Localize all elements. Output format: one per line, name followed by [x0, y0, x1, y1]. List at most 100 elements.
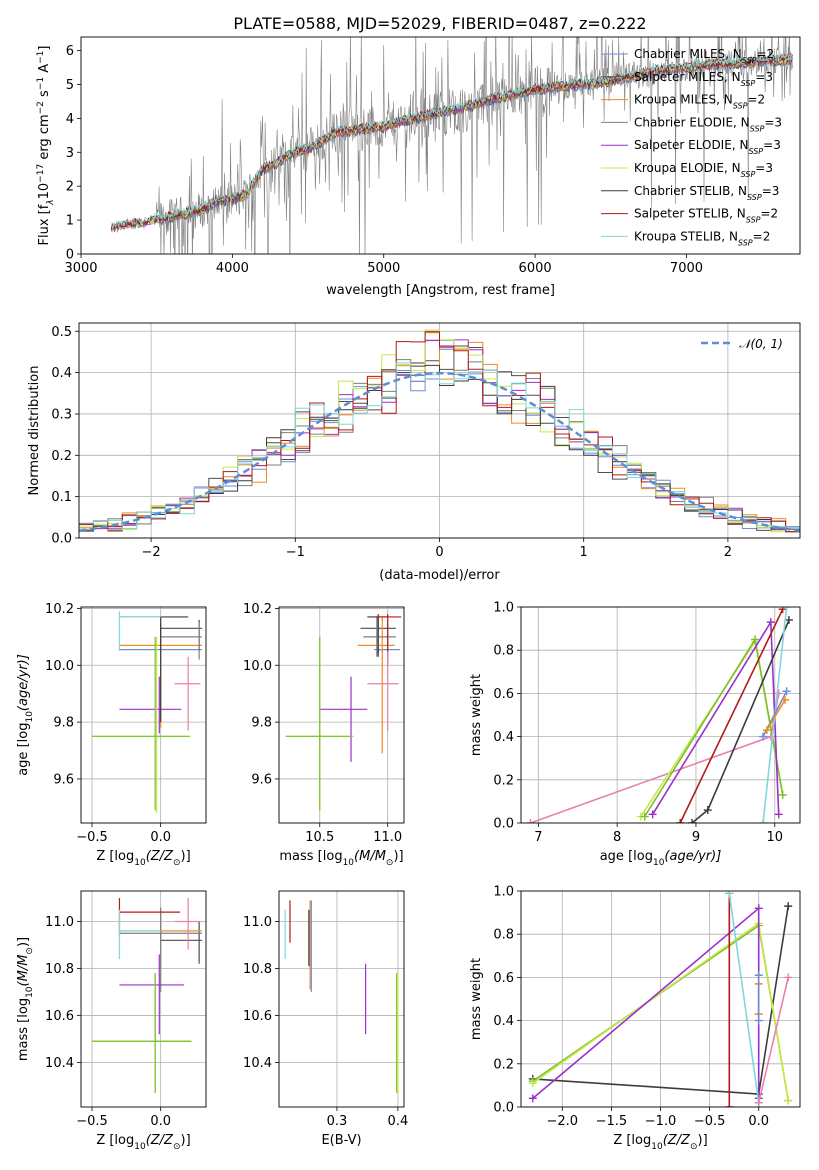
mass-weight-marker	[778, 790, 787, 799]
y-axis-label: Flux [fλ10−17 erg cm−2 s−1 A−1]	[36, 46, 56, 246]
x-tick-label: −2.0	[546, 1114, 578, 1129]
label-part: (M/M	[16, 955, 31, 987]
legend-entry: Chabrier MILES, NSSP=2	[634, 47, 774, 65]
y-tick-label: 9.8	[251, 716, 272, 731]
y-tick-label: 0.0	[493, 817, 514, 832]
label-part: A	[37, 64, 52, 77]
plot-area	[81, 891, 206, 1107]
mass-weight-marker	[784, 615, 793, 624]
label-part: ELODIE	[688, 138, 732, 152]
label-part: age [log	[600, 849, 653, 864]
legend-entry: Salpeter ELODIE, NSSP=3	[634, 138, 781, 156]
legend-eq: =	[762, 184, 772, 198]
y-tick-label: 0.8	[493, 928, 514, 943]
x-tick-label: 3000	[64, 261, 97, 276]
label-part: (Z/Z	[146, 849, 174, 864]
label-part: STELIB	[689, 184, 730, 198]
mass-weight-marker	[774, 810, 783, 819]
y-tick-label: 10.8	[243, 962, 272, 977]
normal-distribution-curve	[79, 371, 800, 533]
mass-weight-marker	[754, 971, 763, 980]
legend-entry: Kroupa ELODIE, NSSP=3	[634, 161, 773, 179]
x-tick-label: 4000	[216, 261, 249, 276]
label-part: E(B-V)	[321, 1133, 361, 1148]
x-tick-label: 10.5	[305, 830, 334, 845]
mass-weight-marker	[784, 902, 793, 911]
residual-histogram-panel: −2 −1 0 1 2 0.0 0.1 0.2 0.3 0.4 0.5 𝒩(0, 1) (data-mo…	[27, 322, 801, 583]
marks-layer	[79, 329, 800, 533]
label-part: )]	[698, 1133, 708, 1148]
x-tick-label: 10	[767, 830, 784, 845]
label-part: 10	[25, 711, 35, 723]
mass-weight-line	[651, 619, 780, 815]
label-part: Salpeter	[634, 70, 684, 84]
y-axis-label: mass weight	[469, 674, 484, 756]
x-tick-label: 0.4	[388, 1114, 409, 1129]
mass-weight-line	[728, 893, 760, 1103]
axes-frame	[80, 890, 207, 1108]
label-part: ⊙	[386, 858, 394, 868]
figure-title: PLATE=0588, MJD=52029, FIBERID=0487, z=0…	[233, 14, 646, 33]
label-part: Chabrier	[634, 47, 686, 61]
label-part: N	[737, 207, 746, 221]
mass-weight-marker	[782, 607, 791, 611]
label-part: Z [log	[613, 1133, 651, 1148]
y-axis-label: Normed distribution	[27, 366, 42, 496]
plot-area	[521, 607, 800, 823]
x-tick-label: 0	[435, 545, 443, 560]
x-axis-label: Z [log10(Z/Z⊙)]	[96, 1133, 190, 1152]
x-tick-label: 1	[580, 545, 588, 560]
label-part: Salpeter	[634, 207, 684, 221]
label-part: N	[732, 161, 741, 175]
y-axis-label: mass weight	[469, 958, 484, 1040]
label-part: Kroupa	[634, 229, 676, 243]
label-part: )]	[16, 937, 31, 947]
y-tick-label: 0.4	[493, 1014, 514, 1029]
mass-weight-marker	[754, 1016, 763, 1025]
y-tick-label: 0.6	[493, 687, 514, 702]
histogram-step-line	[79, 362, 800, 529]
label-part: s	[37, 90, 52, 101]
mass-weight-line	[766, 699, 786, 731]
legend-sep: ,	[733, 115, 741, 129]
marks-layer	[285, 614, 402, 811]
legend-sep: ,	[716, 93, 724, 107]
legend-entry: Salpeter MILES, NSSP=3	[634, 70, 773, 88]
label-part: )]	[181, 1133, 191, 1148]
label-part: 3	[774, 115, 782, 129]
y-tick-label: 0.2	[493, 773, 514, 788]
y-tick-label: 11.0	[243, 915, 272, 930]
mass-weight-marker	[688, 819, 697, 823]
axes-frame	[80, 606, 207, 824]
y-tick-label: 9.6	[53, 772, 74, 787]
mass-weight-marker	[751, 635, 760, 644]
label-part: SSP	[741, 170, 756, 179]
legend-entry: Kroupa MILES, NSSP=2	[634, 93, 765, 111]
label-part: mass [log	[279, 849, 342, 864]
axes-frame	[520, 890, 801, 1108]
marks-layer	[110, 37, 793, 254]
observed-spectrum	[111, 37, 793, 254]
x-tick-label: −0.5	[76, 1114, 108, 1129]
label-part: (age/yr)]	[16, 654, 31, 711]
legend-eq: =	[747, 93, 757, 107]
mass-weight-line	[644, 637, 784, 817]
label-part: Flux [f	[37, 204, 52, 245]
mass-weight-marker	[758, 819, 767, 823]
label-part: Kroupa	[634, 161, 676, 175]
marks-layer	[526, 607, 793, 823]
x-tick-label: 0.0	[150, 830, 171, 845]
label-part: −17	[36, 164, 46, 183]
label-part: 10	[134, 858, 146, 868]
legend-sep: ,	[724, 161, 732, 175]
label-part: −1	[36, 51, 46, 64]
mass-weight-marker	[703, 806, 712, 815]
legend-eq: =	[755, 161, 765, 175]
legend-eq: =	[760, 207, 770, 221]
label-part: 10	[653, 858, 665, 868]
x-tick-label: 7000	[670, 261, 703, 276]
x-tick-label: 6000	[519, 261, 552, 276]
x-tick-label: 0.0	[150, 1114, 171, 1129]
marks-layer	[91, 898, 202, 1093]
